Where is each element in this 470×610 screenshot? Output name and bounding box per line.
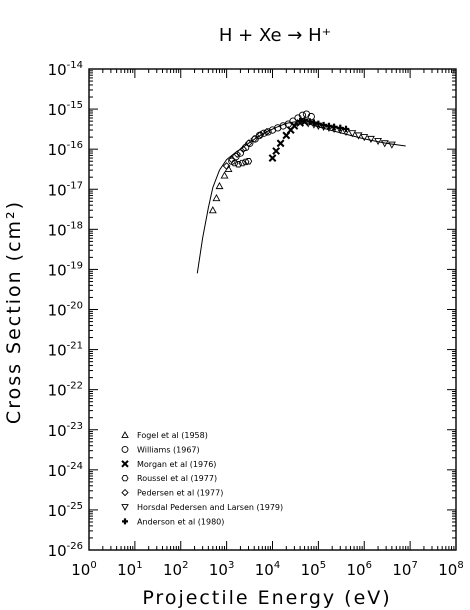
data-point-series-3 (272, 147, 281, 155)
y-tick-label: 10-26 (48, 541, 83, 560)
chart-title: H + Xe → H⁺ (219, 25, 331, 46)
data-point-series-6 (374, 137, 383, 146)
axes-layer: 100 101 102 103 104 105 106 107 108 10-14 10-15 10-… (48, 60, 464, 579)
data-point-series-5 (250, 135, 259, 143)
data-point-series-1 (208, 206, 217, 214)
x-tick-label: 108 (438, 560, 463, 579)
y-tick-label: 10-19 (48, 260, 83, 279)
data-point-series-3 (268, 154, 277, 162)
fit-curve-line (196, 121, 406, 274)
data-point-series-7 (337, 124, 344, 132)
data-point-series-6 (360, 134, 369, 142)
y-tick-label: 10-15 (48, 100, 83, 119)
data-point-series-5 (239, 145, 248, 154)
data-point-series-5 (256, 130, 265, 139)
data-point-series-7 (310, 119, 318, 126)
y-axis-title: Cross Section (cm²) (3, 200, 25, 424)
data-point-series-1 (212, 194, 221, 202)
legend: Fogel et al (1958) Williams (1967) Morgan … (121, 431, 283, 526)
y-tick-label: 10-14 (48, 60, 83, 79)
x-tick-label: 106 (347, 560, 372, 579)
y-tick-label: 10-24 (48, 461, 83, 480)
y-tick-label: 10-20 (48, 301, 83, 320)
x-tick-label: 107 (392, 560, 417, 579)
data-point-series-2 (242, 143, 250, 152)
data-point-series-5 (262, 128, 271, 136)
x-tick-label: 103 (209, 560, 234, 579)
legend-marker (121, 445, 129, 453)
y-tick-label: 10-25 (48, 501, 83, 520)
data-point-series-6 (387, 141, 396, 149)
data-point-series-3 (276, 139, 285, 148)
data-point-series-6 (348, 130, 357, 138)
data-point-series-5 (222, 162, 231, 170)
data-point-series-2 (236, 149, 245, 157)
legend-label: Morgan et al (1976) (137, 460, 216, 469)
data-point-series-2 (246, 139, 254, 147)
data-point-series-5 (228, 155, 236, 164)
data-point-series-5 (244, 139, 253, 148)
legend-label: Williams (1967) (137, 445, 200, 454)
data-point-series-1 (215, 181, 224, 190)
legend-marker (121, 475, 129, 482)
x-tick-label: 102 (163, 560, 188, 579)
data-point-series-2 (279, 122, 287, 130)
y-tick-label: 10-17 (48, 180, 83, 199)
data-point-series-2 (264, 128, 272, 136)
x-tick-label: 104 (255, 560, 280, 579)
legend-marker (121, 431, 129, 438)
data-point-series-1 (220, 171, 229, 179)
legend-label: Horsdal Pedersen and Larsen (1979) (137, 503, 283, 512)
legend-marker (121, 488, 129, 497)
y-tick-label: 10-23 (48, 421, 83, 440)
data-point-series-7 (342, 125, 350, 133)
data-point-series-7 (330, 123, 338, 131)
data-point-series-7 (315, 120, 322, 127)
x-tick-label: 105 (301, 560, 326, 579)
data-point-series-5 (233, 150, 242, 159)
x-axis-title: Projectile Energy (eV) (142, 587, 391, 609)
data-point-series-7 (320, 121, 327, 129)
data-point-series-4 (241, 158, 250, 166)
legend-label: Fogel et al (1958) (137, 431, 208, 440)
legend-label: Roussel et al (1977) (137, 474, 217, 483)
data-point-series-2 (307, 112, 315, 121)
y-tick-label: 10-18 (48, 220, 83, 239)
data-point-series-2 (260, 129, 268, 137)
legend-label: Anderson et al (1980) (137, 517, 224, 526)
data-point-series-2 (274, 124, 282, 132)
y-tick-label: 10-21 (48, 341, 83, 360)
data-point-series-6 (380, 140, 389, 148)
data-point-series-6 (366, 135, 375, 144)
y-tick-label: 10-22 (48, 381, 83, 400)
data-point-series-7 (306, 118, 313, 125)
data-point-series-6 (354, 132, 363, 140)
fit-curve-layer (196, 121, 406, 274)
legend-marker (121, 504, 129, 511)
x-tick-label: 100 (71, 560, 96, 579)
x-tick-label: 101 (117, 560, 142, 579)
legend-marker (122, 518, 128, 525)
legend-label: Pedersen et al (1977) (137, 489, 223, 498)
data-point-series-3 (290, 122, 299, 130)
y-tick-label: 10-16 (48, 140, 83, 159)
data-markers-layer (208, 110, 396, 214)
data-point-series-4 (244, 158, 253, 165)
legend-marker (121, 460, 129, 468)
